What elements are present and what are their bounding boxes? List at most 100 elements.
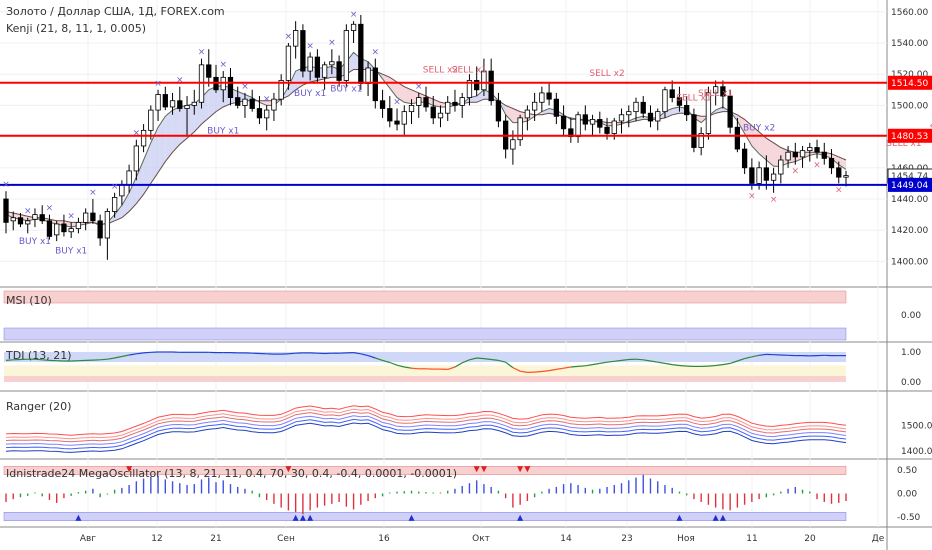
candle[interactable] <box>662 86 668 118</box>
candle[interactable] <box>684 96 690 121</box>
candle[interactable] <box>68 222 74 238</box>
price-axis[interactable]: 1400.001420.001440.001460.001480.001500.… <box>887 8 932 523</box>
candle[interactable] <box>235 86 241 109</box>
candle[interactable] <box>162 86 168 111</box>
candle[interactable] <box>778 155 784 184</box>
candle[interactable] <box>814 139 820 159</box>
candle[interactable] <box>408 99 415 125</box>
candle[interactable] <box>278 74 284 106</box>
candle[interactable] <box>184 96 190 137</box>
time-axis[interactable]: Авг 12 21 Сен 16 Окт 14 23 Ноя 11 20 Де <box>80 534 885 544</box>
candle[interactable] <box>741 142 748 175</box>
candle[interactable] <box>264 105 270 131</box>
candle[interactable] <box>83 208 89 231</box>
candle[interactable] <box>713 80 719 106</box>
candle[interactable] <box>32 208 38 228</box>
candle[interactable] <box>597 111 603 134</box>
candle[interactable] <box>626 105 632 128</box>
candle[interactable] <box>770 167 777 193</box>
candle[interactable] <box>821 142 827 165</box>
candle[interactable] <box>177 86 183 112</box>
candle[interactable] <box>39 205 45 224</box>
candle[interactable] <box>640 96 646 118</box>
candle[interactable] <box>647 105 654 128</box>
candle[interactable] <box>155 89 161 121</box>
candle[interactable] <box>61 214 67 237</box>
candle[interactable] <box>437 105 444 128</box>
candle[interactable] <box>242 92 248 118</box>
candle[interactable] <box>727 89 733 134</box>
candle[interactable] <box>350 21 357 43</box>
candle[interactable] <box>343 24 349 87</box>
candle[interactable] <box>329 49 335 75</box>
candle[interactable] <box>321 61 328 90</box>
candle[interactable] <box>792 142 798 165</box>
candle[interactable] <box>633 97 639 121</box>
candle[interactable] <box>75 217 82 234</box>
candle[interactable] <box>466 74 473 106</box>
candle[interactable] <box>191 89 197 115</box>
candle[interactable] <box>423 86 429 112</box>
candle[interactable] <box>836 161 842 184</box>
candle[interactable] <box>459 92 465 118</box>
candle[interactable] <box>46 214 53 240</box>
candle[interactable] <box>531 92 538 121</box>
candle[interactable] <box>293 21 299 59</box>
candle[interactable] <box>3 191 9 234</box>
candle[interactable] <box>539 86 545 112</box>
candle[interactable] <box>379 89 386 118</box>
candle[interactable] <box>560 105 567 137</box>
candle[interactable] <box>416 92 422 118</box>
candle[interactable] <box>669 80 675 103</box>
candle[interactable] <box>553 92 559 125</box>
candle[interactable] <box>140 124 147 153</box>
candle[interactable] <box>524 105 531 131</box>
candle[interactable] <box>148 105 154 140</box>
candle[interactable] <box>828 149 835 175</box>
candle[interactable] <box>17 213 24 228</box>
main-price-pane[interactable]: BUY x1 BUY x1 BUY x1 BUY x1 BUY x1 BUY x2 SELL… <box>0 10 932 260</box>
candle[interactable] <box>10 211 16 231</box>
candle[interactable] <box>807 142 813 162</box>
candle[interactable] <box>691 108 697 153</box>
candle[interactable] <box>589 114 596 137</box>
candle[interactable] <box>97 214 103 246</box>
candle[interactable] <box>336 55 342 87</box>
candle[interactable] <box>387 96 393 128</box>
candle[interactable] <box>720 80 726 109</box>
candle[interactable] <box>785 145 791 168</box>
candle[interactable] <box>104 208 111 260</box>
candle[interactable] <box>227 67 234 106</box>
candle[interactable] <box>111 192 118 218</box>
candle[interactable] <box>799 145 806 168</box>
candle[interactable] <box>676 86 683 112</box>
candle[interactable] <box>401 105 407 137</box>
candle[interactable] <box>169 92 176 115</box>
candle[interactable] <box>430 96 436 125</box>
candle[interactable] <box>394 108 400 131</box>
candle[interactable] <box>445 96 451 121</box>
candle[interactable] <box>300 24 306 78</box>
candle[interactable] <box>582 105 588 131</box>
candle[interactable] <box>481 58 487 97</box>
candle[interactable] <box>474 66 480 97</box>
candle[interactable] <box>358 14 364 90</box>
candle[interactable] <box>546 83 552 106</box>
candle[interactable] <box>655 108 661 131</box>
candle[interactable] <box>314 49 321 84</box>
indicator-panes[interactable]: MSI (10) TDI (13, 21) Ranger (20) Idnistrad… <box>5 294 847 521</box>
candle[interactable] <box>90 199 96 224</box>
candle[interactable] <box>271 92 277 121</box>
candle[interactable] <box>25 217 31 234</box>
candle[interactable] <box>206 49 212 87</box>
candle[interactable] <box>618 108 625 134</box>
candle[interactable] <box>705 86 712 140</box>
candle[interactable] <box>698 127 704 156</box>
candle[interactable] <box>249 89 255 112</box>
candle[interactable] <box>133 139 139 181</box>
candle[interactable] <box>495 92 502 128</box>
candle[interactable] <box>517 114 523 146</box>
candle[interactable] <box>452 89 458 112</box>
candle[interactable] <box>307 52 313 81</box>
